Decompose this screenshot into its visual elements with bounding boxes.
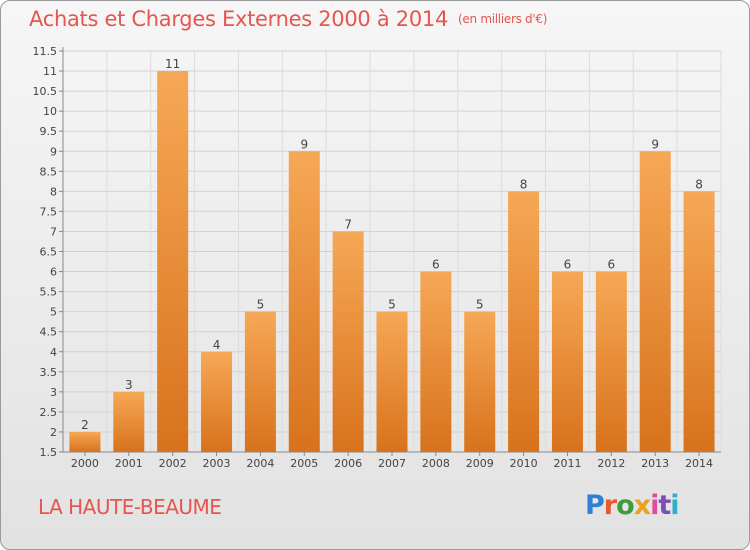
x-tick-label: 2003 (203, 457, 231, 470)
x-tick-label: 2011 (553, 457, 581, 470)
x-tick-label: 2000 (71, 457, 99, 470)
y-tick-label: 2 (50, 426, 57, 439)
chart-unit: (en milliers d'€) (458, 12, 548, 26)
y-tick-label: 4 (50, 346, 57, 359)
y-tick-label: 9.5 (40, 125, 58, 138)
y-tick-label: 7.5 (40, 205, 58, 218)
data-label: 9 (300, 137, 308, 151)
y-tick-label: 11.5 (33, 45, 58, 58)
x-tick-label: 2008 (422, 457, 450, 470)
x-tick-labels: 2000 2001 2002 2003 2004 2005 2006 2007 2008 2009… (71, 457, 713, 470)
y-tick-labels: 1.5 2 2.5 3 3.5 4 4.5 5 5.5 6 6.5 7 7.5 8 8.5 9 9.5 10 10.… (33, 45, 58, 459)
commune-name: LA HAUTE-BEAUME (38, 495, 222, 519)
chart-title-text: Achats et Charges Externes 2000 à 2014 (29, 7, 449, 31)
proxiti-logo[interactable]: Proxiti (585, 490, 680, 521)
y-tick-label: 3 (50, 386, 57, 399)
bar (639, 151, 671, 452)
y-tick-label: 10 (43, 105, 57, 118)
bar (288, 151, 320, 452)
x-tick-label: 2004 (246, 457, 274, 470)
data-label: 8 (695, 177, 703, 191)
y-tick-label: 6 (50, 266, 57, 279)
data-label: 5 (257, 298, 265, 312)
data-label: 6 (564, 258, 572, 272)
y-tick-label: 3.5 (40, 366, 58, 379)
data-label: 2 (81, 418, 89, 432)
x-tick-label: 2009 (466, 457, 494, 470)
y-tick-label: 9 (50, 145, 57, 158)
bar (551, 271, 583, 452)
x-tick-label: 2001 (115, 457, 143, 470)
data-label: 9 (651, 137, 659, 151)
x-tick-label: 2006 (334, 457, 362, 470)
bar (201, 351, 233, 452)
data-label: 6 (608, 258, 616, 272)
x-tick-label: 2013 (641, 457, 669, 470)
bar (420, 271, 452, 452)
bar (595, 271, 627, 452)
y-tick-label: 5 (50, 306, 57, 319)
data-labels: 2 3 11 4 5 9 7 5 6 5 8 6 6 9 8 (81, 57, 703, 432)
bar (113, 391, 145, 452)
x-tick-label: 2014 (685, 457, 713, 470)
bar (157, 71, 189, 453)
y-tick-label: 4.5 (40, 326, 58, 339)
chart-title: Achats et Charges Externes 2000 à 2014 (e… (29, 7, 547, 31)
x-tick-label: 2010 (510, 457, 538, 470)
bar (332, 231, 364, 452)
y-tick-label: 2.5 (40, 406, 58, 419)
y-tick-label: 8 (50, 185, 57, 198)
bars (69, 71, 715, 453)
bar (244, 311, 276, 452)
data-label: 11 (165, 57, 180, 71)
bar (69, 431, 101, 452)
x-tick-label: 2007 (378, 457, 406, 470)
data-label: 6 (432, 258, 440, 272)
data-label: 5 (388, 298, 396, 312)
data-label: 7 (344, 217, 352, 231)
data-label: 3 (125, 378, 133, 392)
x-tick-label: 2002 (159, 457, 187, 470)
y-tick-label: 8.5 (40, 165, 58, 178)
x-tick-label: 2012 (597, 457, 625, 470)
data-label: 5 (476, 298, 484, 312)
y-tick-label: 10.5 (33, 85, 58, 98)
data-label: 4 (213, 338, 221, 352)
y-tick-label: 11 (43, 65, 57, 78)
y-tick-label: 7 (50, 225, 57, 238)
bar (683, 191, 715, 452)
x-tick-label: 2005 (290, 457, 318, 470)
data-label: 8 (520, 177, 528, 191)
y-tick-label: 5.5 (40, 286, 58, 299)
y-tick-label: 6.5 (40, 246, 58, 259)
y-tick-label: 1.5 (40, 446, 58, 459)
bar (464, 311, 496, 452)
bar (508, 191, 540, 452)
bar (376, 311, 408, 452)
